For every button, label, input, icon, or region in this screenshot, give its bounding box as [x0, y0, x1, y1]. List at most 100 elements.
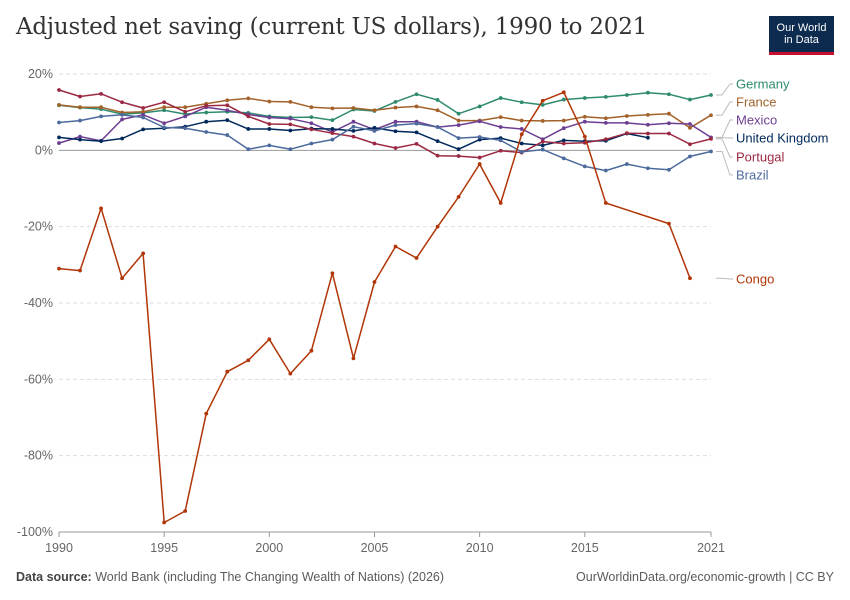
- data-point: [414, 130, 419, 135]
- data-point: [477, 162, 482, 166]
- data-point: [477, 137, 482, 142]
- x-tick-label: 2015: [571, 541, 599, 555]
- data-point: [309, 127, 314, 132]
- data-point: [330, 271, 335, 276]
- data-point: [162, 100, 167, 105]
- data-point: [582, 164, 587, 169]
- data-point: [519, 127, 524, 131]
- logo-line-2: in Data: [784, 34, 819, 46]
- data-point: [477, 119, 482, 124]
- data-point: [267, 122, 272, 126]
- data-point: [709, 136, 713, 141]
- x-tick-label: 2010: [466, 541, 494, 555]
- data-point: [414, 256, 419, 260]
- data-point: [246, 127, 251, 131]
- data-point: [393, 146, 398, 150]
- data-point: [99, 139, 103, 144]
- data-point: [57, 88, 61, 92]
- data-point: [120, 112, 124, 117]
- data-point: [99, 91, 103, 96]
- data-point: [330, 118, 335, 123]
- data-point: [561, 118, 566, 123]
- data-point: [288, 122, 293, 127]
- data-point: [372, 141, 377, 146]
- source-label: Data source:: [16, 570, 92, 584]
- data-point: [624, 131, 629, 136]
- data-point: [456, 154, 461, 158]
- data-point: [561, 126, 566, 131]
- data-point: [435, 125, 440, 129]
- data-point: [183, 114, 188, 119]
- data-point: [688, 276, 692, 281]
- data-point: [688, 97, 692, 102]
- legend-label: Congo: [736, 272, 774, 287]
- y-tick-label: 20%: [28, 67, 53, 81]
- data-point: [309, 141, 314, 146]
- series-line: [58, 91, 712, 121]
- data-point: [204, 119, 209, 124]
- data-point: [603, 137, 608, 142]
- data-point: [351, 106, 356, 110]
- data-point: [561, 138, 566, 143]
- site-link[interactable]: OurWorldinData.org/economic-growth | CC …: [576, 570, 834, 584]
- x-tick-label: 2021: [697, 541, 725, 555]
- series-portugal: [57, 88, 713, 160]
- data-point: [162, 105, 167, 110]
- data-point: [646, 166, 650, 171]
- data-point: [78, 118, 82, 123]
- chart-title: Adjusted net saving (current US dollars)…: [16, 14, 648, 40]
- data-point: [351, 119, 356, 124]
- data-point: [309, 115, 314, 120]
- data-point: [603, 168, 608, 173]
- logo-line-1: Our World: [776, 22, 827, 34]
- data-point: [225, 98, 230, 103]
- data-point: [99, 114, 103, 119]
- data-point: [225, 369, 230, 374]
- y-tick-label: 0%: [35, 143, 53, 157]
- data-point: [393, 129, 398, 134]
- data-point: [667, 221, 671, 226]
- data-point: [141, 127, 146, 132]
- data-point: [414, 104, 419, 109]
- data-point: [540, 103, 545, 107]
- y-tick-label: -20%: [24, 220, 53, 234]
- data-point: [498, 138, 503, 143]
- data-point: [709, 149, 713, 154]
- data-point: [456, 123, 461, 128]
- legend-label: Mexico: [736, 113, 777, 128]
- data-point: [246, 114, 251, 119]
- data-point: [498, 115, 503, 120]
- legend-leader-line: [716, 101, 733, 116]
- data-point: [582, 119, 587, 124]
- x-tick-label: 1990: [45, 541, 73, 555]
- data-point: [141, 112, 146, 117]
- data-point: [204, 411, 209, 416]
- data-point: [288, 116, 293, 121]
- axes: 20% 0% -20% -40% -60% -80% -100% 1990 1995 2000 20…: [17, 67, 725, 555]
- data-point: [267, 337, 272, 342]
- data-point: [120, 117, 124, 122]
- data-point: [456, 136, 461, 141]
- data-point: [646, 90, 650, 95]
- data-point: [141, 251, 146, 256]
- data-point: [414, 121, 419, 126]
- data-point: [288, 147, 293, 152]
- data-point: [561, 141, 566, 146]
- legend-label: United Kingdom: [736, 131, 829, 146]
- owid-logo[interactable]: Our World in Data: [769, 16, 834, 55]
- data-point: [372, 280, 377, 284]
- data-point: [372, 125, 377, 130]
- data-point: [57, 103, 61, 107]
- data-point: [141, 109, 146, 114]
- data-point: [540, 147, 545, 152]
- legend-label: Portugal: [736, 150, 785, 165]
- data-point: [477, 155, 482, 160]
- data-point: [582, 96, 587, 100]
- data-point: [709, 93, 713, 97]
- data-point: [540, 119, 545, 123]
- legend: Germany France Mexico United Kingdom Portuga…: [716, 77, 829, 287]
- data-point: [78, 94, 82, 99]
- data-point: [667, 121, 671, 126]
- data-point: [351, 356, 356, 361]
- data-point: [519, 118, 524, 123]
